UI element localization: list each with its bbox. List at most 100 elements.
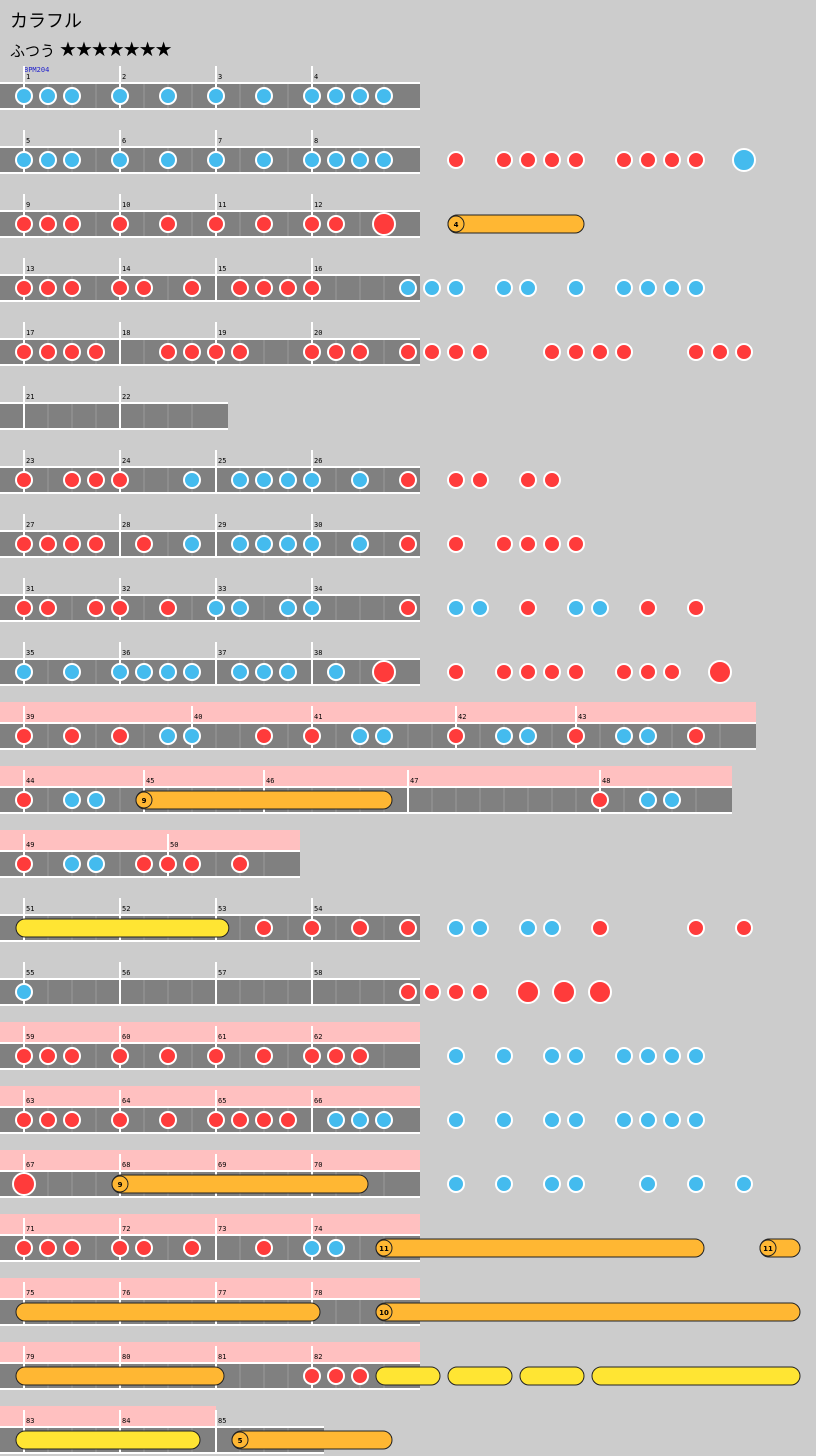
measure-number: 65 bbox=[218, 1097, 226, 1105]
ka-note bbox=[447, 1111, 465, 1129]
don-note bbox=[303, 279, 321, 297]
hit-count-label: 5 bbox=[238, 1437, 243, 1445]
don-note bbox=[687, 599, 705, 617]
don-note bbox=[567, 535, 585, 553]
don-note bbox=[39, 1239, 57, 1257]
measure-number: 15 bbox=[218, 265, 226, 273]
ka-note bbox=[255, 87, 273, 105]
don-note bbox=[495, 151, 513, 169]
hit-count-marker bbox=[231, 1431, 249, 1449]
measure-number: 61 bbox=[218, 1033, 226, 1041]
ka-note bbox=[303, 599, 321, 617]
measure-number: 59 bbox=[26, 1033, 34, 1041]
measure-number: 24 bbox=[122, 457, 130, 465]
ka-note bbox=[207, 87, 225, 105]
don-note bbox=[63, 1239, 81, 1257]
don-note bbox=[327, 1047, 345, 1065]
gogo-band bbox=[0, 1214, 420, 1234]
don-note bbox=[447, 343, 465, 361]
hit-count-label: 9 bbox=[142, 797, 147, 805]
don-note bbox=[231, 343, 249, 361]
ka-note bbox=[639, 1111, 657, 1129]
hit-count-label: 10 bbox=[379, 1309, 389, 1317]
measure-number: 21 bbox=[26, 393, 34, 401]
don-note bbox=[327, 1367, 345, 1385]
measure-number: 83 bbox=[26, 1417, 34, 1425]
ka-note bbox=[687, 279, 705, 297]
don-note bbox=[15, 1239, 33, 1257]
measure-number: 52 bbox=[122, 905, 130, 913]
measure-number: 6 bbox=[122, 137, 126, 145]
chart-row: 79 80 81 82 bbox=[0, 1342, 801, 1390]
ka-note bbox=[351, 1111, 369, 1129]
measure-number: 35 bbox=[26, 649, 34, 657]
don-note bbox=[159, 215, 177, 233]
ka-note bbox=[495, 727, 513, 745]
ka-note bbox=[327, 1111, 345, 1129]
don-note bbox=[519, 471, 537, 489]
don-note bbox=[447, 727, 465, 745]
drumroll-bar bbox=[15, 1302, 321, 1322]
measure-number: 53 bbox=[218, 905, 226, 913]
don-note bbox=[615, 343, 633, 361]
ka-note bbox=[327, 87, 345, 105]
measure-number: 5 bbox=[26, 137, 30, 145]
measure-number: 71 bbox=[26, 1225, 34, 1233]
ka-note bbox=[15, 663, 33, 681]
ka-note bbox=[183, 663, 201, 681]
don-note bbox=[471, 983, 489, 1001]
ka-note bbox=[567, 1175, 585, 1193]
measure-number: 48 bbox=[602, 777, 610, 785]
ka-note bbox=[615, 279, 633, 297]
don-note bbox=[519, 535, 537, 553]
ka-note bbox=[375, 1111, 393, 1129]
don-note bbox=[15, 791, 33, 809]
gogo-band bbox=[0, 766, 732, 786]
measure-number: 38 bbox=[314, 649, 322, 657]
measure-number: 42 bbox=[458, 713, 466, 721]
measure-number: 79 bbox=[26, 1353, 34, 1361]
don-note bbox=[63, 279, 81, 297]
don-note bbox=[39, 279, 57, 297]
chart-row: 23 24 25 26 bbox=[0, 450, 561, 494]
measure-number: 28 bbox=[122, 521, 130, 529]
measure-number: 58 bbox=[314, 969, 322, 977]
ka-note bbox=[567, 599, 585, 617]
ka-note bbox=[63, 87, 81, 105]
ka-note bbox=[447, 599, 465, 617]
drumroll-bar bbox=[15, 1366, 225, 1386]
big-don-note bbox=[12, 1172, 36, 1196]
ka-note bbox=[303, 87, 321, 105]
measure-number: 1 bbox=[26, 73, 30, 81]
big-don-note bbox=[708, 660, 732, 684]
ka-note bbox=[663, 279, 681, 297]
ka-note bbox=[495, 1047, 513, 1065]
difficulty-rating: ふつう ★★★★★★★ bbox=[10, 37, 173, 61]
don-note bbox=[39, 535, 57, 553]
ka-note bbox=[15, 87, 33, 105]
ka-note bbox=[687, 1175, 705, 1193]
measure-number: 74 bbox=[314, 1225, 322, 1233]
don-note bbox=[135, 279, 153, 297]
don-note bbox=[567, 151, 585, 169]
don-note bbox=[543, 535, 561, 553]
don-note bbox=[351, 919, 369, 937]
don-note bbox=[399, 919, 417, 937]
ka-note bbox=[519, 279, 537, 297]
chart-row: 71 72 73 74 11 11 bbox=[0, 1214, 801, 1262]
big-don-note bbox=[372, 212, 396, 236]
don-note bbox=[111, 1111, 129, 1129]
don-note bbox=[495, 663, 513, 681]
measure-number: 18 bbox=[122, 329, 130, 337]
big-don-note bbox=[588, 980, 612, 1004]
measure-number: 9 bbox=[26, 201, 30, 209]
star-rating: ★★★★★★★ bbox=[59, 37, 173, 61]
measure-number: 45 bbox=[146, 777, 154, 785]
don-note bbox=[303, 215, 321, 233]
ka-note bbox=[111, 151, 129, 169]
ka-note bbox=[279, 471, 297, 489]
measure-number: 3 bbox=[218, 73, 222, 81]
don-note bbox=[351, 1047, 369, 1065]
ka-note bbox=[207, 599, 225, 617]
measure-number: 49 bbox=[26, 841, 34, 849]
